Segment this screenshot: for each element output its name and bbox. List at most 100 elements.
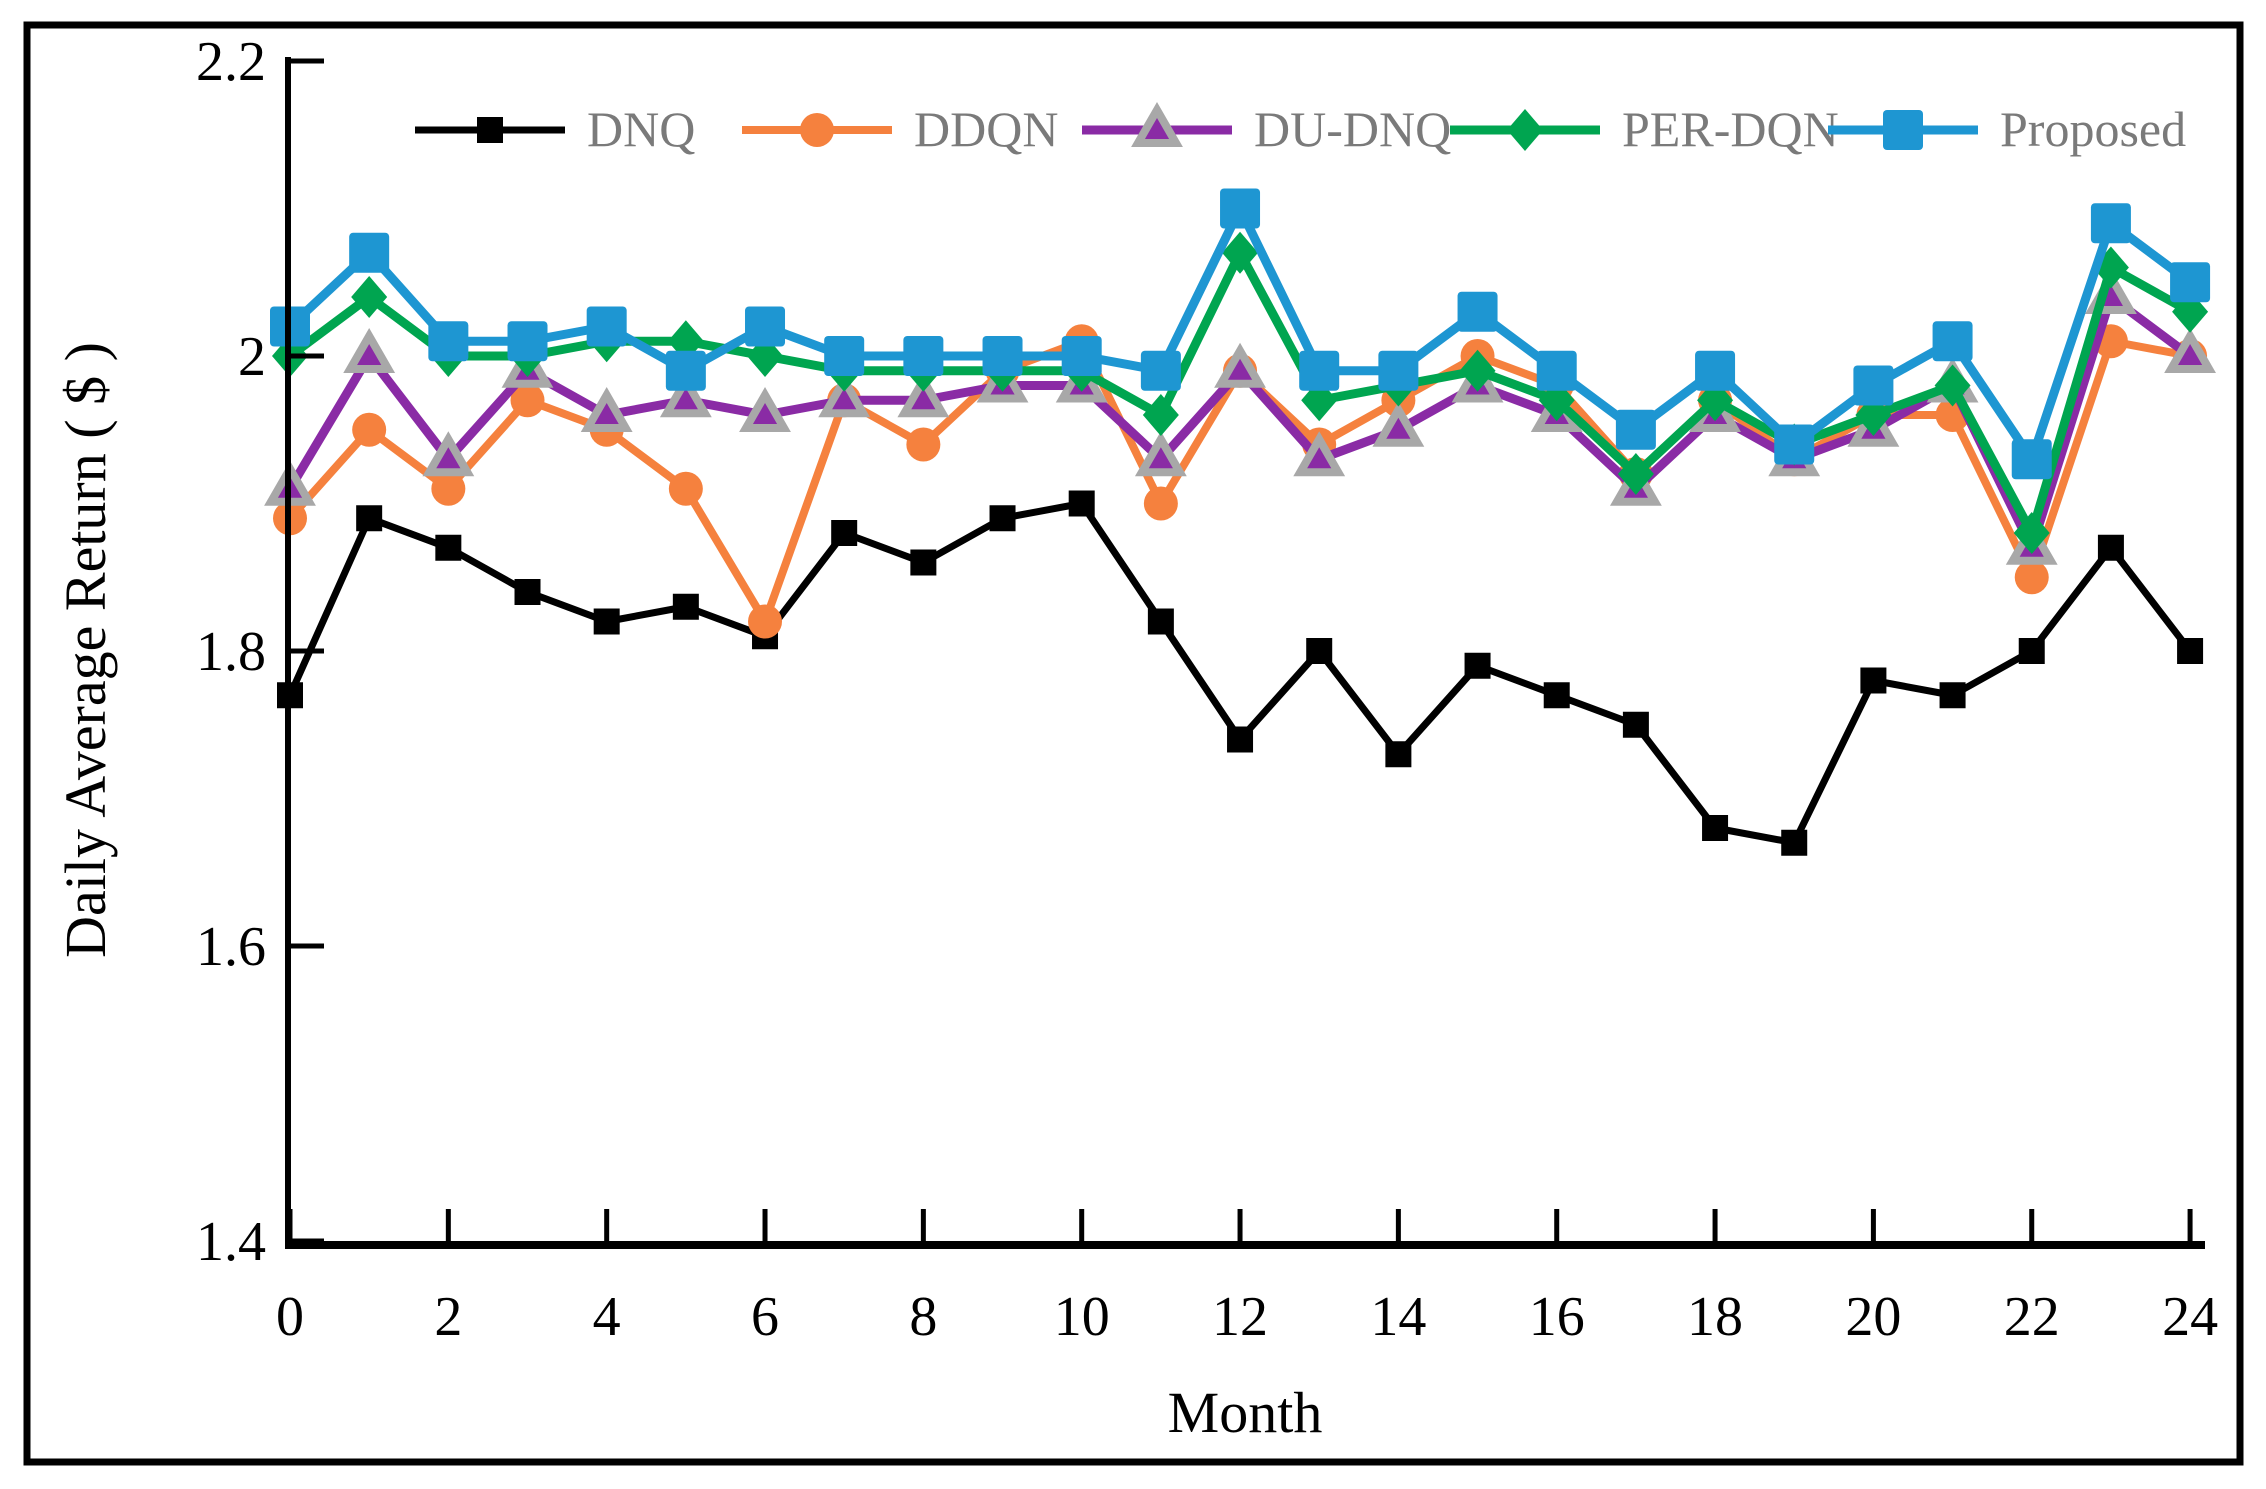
Proposed-marker	[349, 232, 390, 273]
DNQ-marker	[2177, 638, 2204, 664]
DDQN-marker	[510, 383, 545, 418]
DDQN-marker	[906, 427, 941, 462]
PER-DQN-marker	[351, 276, 388, 318]
x-tick-label: 10	[1054, 1286, 1110, 1348]
PER-DQN-marker	[1459, 349, 1496, 392]
Proposed-marker	[1695, 350, 1736, 391]
DDQN-marker	[1143, 486, 1178, 521]
Proposed-marker	[1932, 321, 1973, 362]
PER-DQN-marker	[1222, 231, 1259, 274]
DNQ-marker	[435, 534, 462, 561]
figure-border	[23, 21, 2244, 1466]
Proposed-marker	[982, 336, 1023, 376]
Proposed-marker	[1378, 350, 1419, 391]
x-tick-label: 8	[909, 1286, 937, 1348]
series-layer	[264, 188, 2216, 856]
Proposed-marker	[1457, 291, 1498, 332]
DNQ-marker	[831, 520, 858, 546]
legend-label: DU-DNQ	[1254, 101, 1451, 157]
y-tick-label: 1.6	[196, 916, 266, 978]
PER-DQN-marker	[1142, 394, 1179, 436]
x-tick-label: 24	[2162, 1286, 2218, 1348]
Proposed-marker	[2090, 203, 2131, 244]
Proposed-marker	[428, 321, 469, 362]
Proposed-marker	[1220, 188, 1261, 229]
axes-layer: 2.221.81.61.40 2 4 6 8 10 12 14 16 18 20 22 24	[196, 31, 2218, 1348]
x-tick-label: 12	[1212, 1286, 1268, 1348]
DU-DNQ-marker	[1214, 342, 1266, 388]
DNQ-marker	[1939, 682, 1966, 709]
DNQ-marker	[1464, 652, 1491, 679]
PER-DQN-marker	[2013, 512, 2050, 554]
Proposed-marker	[903, 336, 944, 376]
DNQ-marker	[514, 579, 541, 605]
Proposed-marker	[1061, 336, 1102, 376]
DNQ-marker	[1781, 829, 1808, 856]
legend: DNQ DDQN DU-DNQ PER-DQN Proposed	[415, 101, 2186, 157]
legend-item-DNQ: DNQ	[415, 101, 695, 157]
legend-item-PER-DQN: PER-DQN	[1450, 101, 1839, 157]
x-tick-label: 22	[2004, 1286, 2060, 1348]
series-DNQ	[277, 490, 2204, 856]
DNQ-legend-marker	[477, 117, 503, 143]
y-tick-label: 1.4	[196, 1211, 266, 1273]
DNQ-marker	[1860, 667, 1887, 694]
Proposed-marker	[665, 350, 706, 391]
x-tick-label: 20	[1845, 1286, 1901, 1348]
DU-DNQ-marker	[1372, 401, 1425, 447]
DNQ-marker	[1543, 682, 1570, 709]
DDQN-marker	[2014, 560, 2049, 595]
DNQ-marker	[2018, 638, 2045, 664]
PER-DQN-marker	[1617, 453, 1654, 495]
DNQ-marker	[1147, 608, 1174, 635]
DNQ-marker	[593, 608, 620, 635]
Proposed-marker	[507, 321, 548, 362]
Proposed-marker	[824, 336, 865, 376]
x-tick-label: 16	[1529, 1286, 1585, 1348]
legend-item-DU-DNQ: DU-DNQ	[1082, 101, 1451, 157]
x-axis-title: Month	[1168, 1380, 1323, 1445]
y-axis-title: Daily Average Return ( $ )	[53, 342, 118, 958]
legend-label: DNQ	[587, 101, 695, 157]
DNQ-marker	[989, 505, 1016, 532]
DNQ-line	[286, 500, 2194, 847]
PER-DQN-legend-marker	[1507, 109, 1543, 151]
legend-label: Proposed	[2000, 101, 2186, 157]
y-tick-label: 2.2	[196, 31, 266, 93]
x-tick-label: 18	[1687, 1286, 1743, 1348]
Proposed-marker	[1774, 424, 1815, 465]
DDQN-legend-marker	[800, 113, 834, 147]
DU-DNQ-marker	[897, 372, 950, 418]
y-tick-label: 1.8	[196, 621, 266, 683]
PER-DQN-marker	[1934, 364, 1971, 407]
DNQ-marker	[356, 505, 383, 532]
x-tick-label: 2	[434, 1286, 462, 1348]
series-Proposed	[270, 188, 2211, 480]
y-tick-label: 2	[238, 326, 266, 388]
DNQ-marker	[1306, 638, 1333, 664]
DU-DNQ-legend-marker	[1131, 101, 1183, 147]
DNQ-marker	[672, 593, 699, 620]
DDQN-marker	[352, 412, 387, 447]
DU-DNQ-marker	[343, 327, 396, 373]
Proposed-marker	[1615, 409, 1656, 450]
legend-item-DDQN: DDQN	[742, 101, 1058, 157]
x-tick-label: 6	[751, 1286, 779, 1348]
Proposed-legend-marker	[1883, 110, 1923, 150]
x-tick-label: 0	[276, 1286, 304, 1348]
DNQ-marker	[1068, 490, 1095, 517]
DNQ-marker	[1702, 815, 1729, 841]
Proposed-marker	[1536, 350, 1577, 391]
x-tick-label: 14	[1370, 1286, 1426, 1348]
DU-DNQ-marker	[580, 386, 633, 432]
Proposed-marker	[745, 306, 786, 347]
DDQN-marker	[668, 471, 703, 506]
DU-DNQ-marker	[659, 372, 712, 418]
DDQN-marker	[748, 604, 783, 639]
Proposed-marker	[2011, 439, 2052, 480]
DU-DNQ-marker	[422, 431, 475, 477]
Proposed-marker	[1299, 350, 1340, 391]
DNQ-marker	[1622, 711, 1649, 738]
DNQ-marker	[1385, 741, 1412, 768]
